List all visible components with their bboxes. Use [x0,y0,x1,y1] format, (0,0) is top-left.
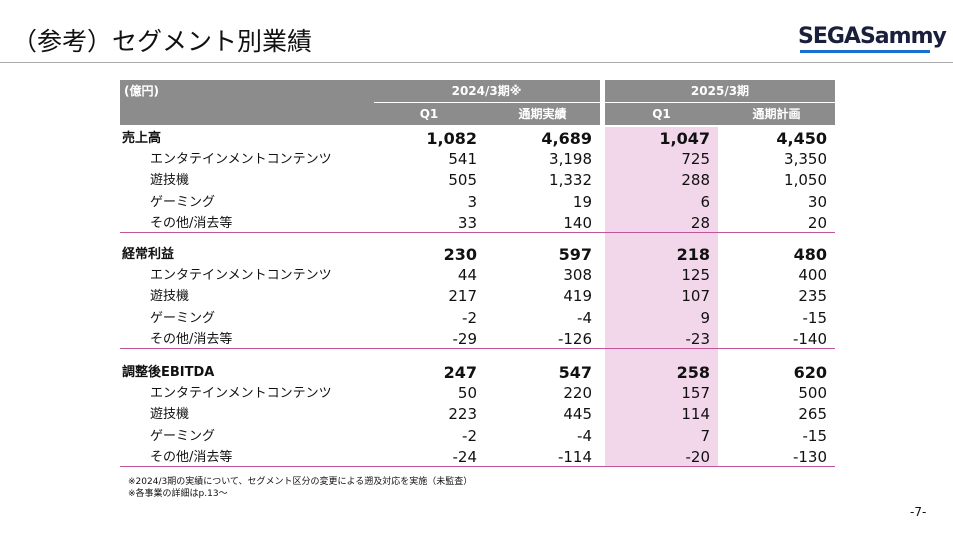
cell: -20 [685,447,711,466]
row-label: 遊技機 [150,173,190,189]
row-label: その他/消去等 [150,449,233,465]
row-label: その他/消去等 [150,215,233,231]
cell: 1,050 [784,171,827,190]
section-rule [120,466,835,467]
row-label: その他/消去等 [150,331,233,347]
group-header: 2025/3期 [605,80,835,102]
cell: 265 [798,405,827,424]
cell: -130 [792,447,827,466]
cell: 725 [681,150,710,169]
row-label: エンタテインメントコンテンツ [150,268,332,284]
cell: 308 [563,266,592,285]
row-label: エンタテインメントコンテンツ [150,386,332,402]
cell: 505 [448,171,477,190]
cell: 500 [798,384,827,403]
logo-bar [800,50,930,53]
cell: 20 [807,213,827,232]
cell: 9 [700,308,710,327]
cell: -4 [577,426,592,445]
cell: 230 [443,245,477,264]
row-label: 遊技機 [150,289,190,305]
row-label: ゲーミング [150,194,216,210]
row-label: ゲーミング [150,428,216,444]
section-rule [120,232,835,233]
cell: 4,450 [776,129,827,148]
cell: 19 [572,192,592,211]
cell: -23 [685,329,711,348]
cell: -2 [462,308,477,327]
cell: 288 [681,171,710,190]
cell: -29 [452,329,478,348]
cell: 547 [558,363,592,382]
cell: 28 [690,213,710,232]
cell: 620 [793,363,827,382]
column-header: 通期実績 [485,103,600,125]
cell: 220 [563,384,592,403]
cell: 125 [681,266,710,285]
cell: 3 [467,192,477,211]
cell: -15 [802,308,828,327]
cell: 480 [793,245,827,264]
row-label: 遊技機 [150,407,190,423]
cell: 50 [457,384,477,403]
cell: 419 [563,287,592,306]
row-label: エンタテインメントコンテンツ [150,152,332,168]
cell: 247 [443,363,477,382]
header-rule [0,62,953,63]
cell: 140 [563,213,592,232]
cell: -114 [557,447,592,466]
cell: 7 [700,426,710,445]
cell: 6 [700,192,710,211]
cell: 1,332 [549,171,592,190]
cell: 4,689 [541,129,592,148]
row-label: ゲーミング [150,310,216,326]
cell: 541 [448,150,477,169]
cell: 3,350 [784,150,827,169]
cell: 3,198 [549,150,592,169]
unit-label: (億円) [120,80,374,125]
cell: 223 [448,405,477,424]
logo: SEGASammy [798,24,947,49]
page-number: -7- [910,505,927,519]
cell: -2 [462,426,477,445]
cell: -24 [452,447,478,466]
cell: 400 [798,266,827,285]
highlight-column [605,127,718,467]
column-header: 通期計画 [718,103,835,125]
section-label: 調整後EBITDA [122,365,215,380]
cell: 107 [681,287,710,306]
slide-title: （参考）セグメント別業績 [12,27,313,56]
cell: 30 [807,192,827,211]
cell: 157 [681,384,710,403]
cell: 1,047 [659,129,710,148]
cell: 218 [676,245,710,264]
cell: 1,082 [426,129,477,148]
cell: -15 [802,426,828,445]
cell: 258 [676,363,710,382]
footnote: ※各事業の詳細はp.13～ [128,489,228,499]
column-header: Q1 [605,103,718,125]
section-label: 売上高 [122,131,162,146]
cell: 235 [798,287,827,306]
column-header: Q1 [373,103,485,125]
section-rule [120,348,835,349]
cell: 445 [563,405,592,424]
section-label: 経常利益 [122,247,175,262]
cell: 44 [457,266,477,285]
cell: -126 [557,329,592,348]
cell: 33 [457,213,477,232]
cell: -4 [577,308,592,327]
footnote: ※2024/3期の実績について、セグメント区分の変更による遡及対応を実施（未監査… [128,477,473,487]
cell: -140 [792,329,827,348]
cell: 217 [448,287,477,306]
cell: 597 [558,245,592,264]
group-header: 2024/3期※ [373,80,600,102]
cell: 114 [681,405,710,424]
